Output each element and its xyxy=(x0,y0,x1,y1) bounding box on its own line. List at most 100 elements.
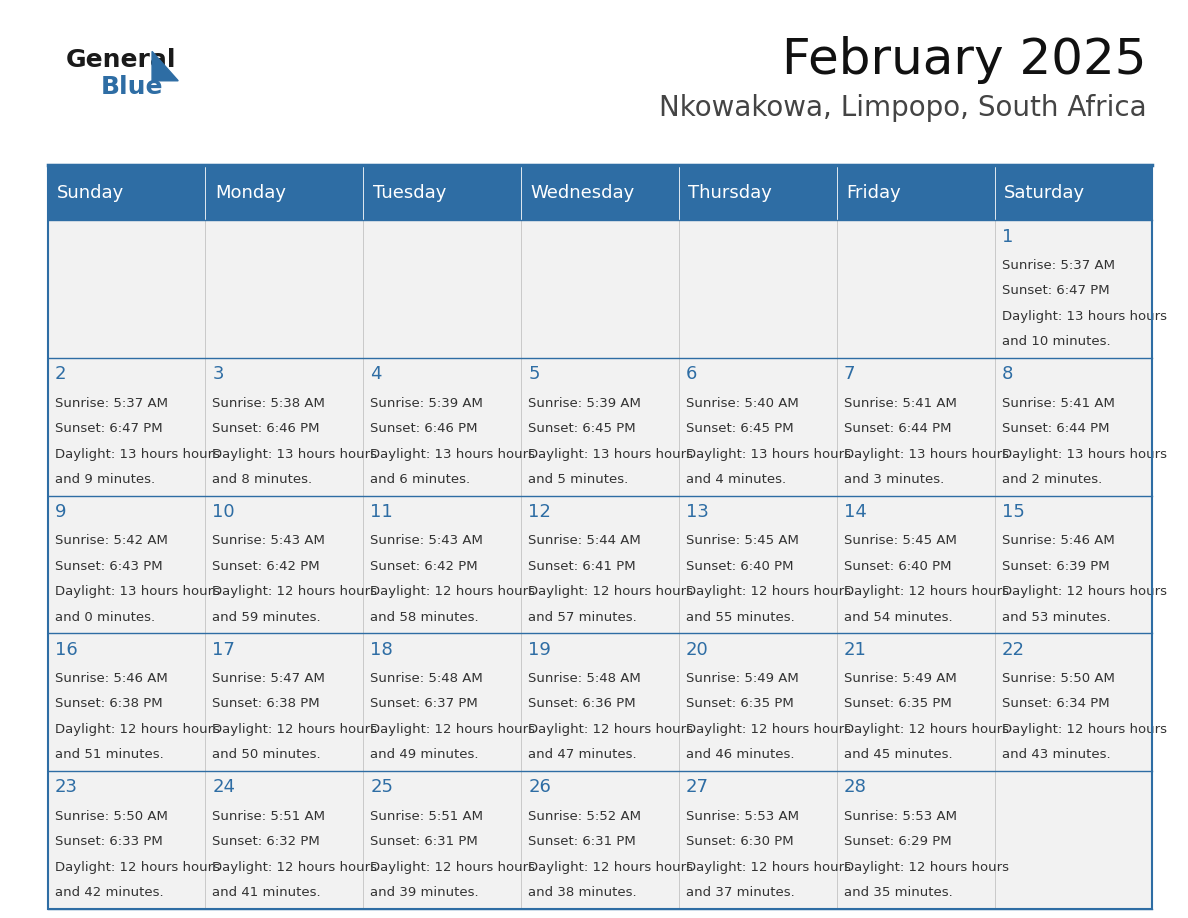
Text: Daylight: 12 hours hours: Daylight: 12 hours hours xyxy=(1001,722,1167,736)
Text: Daylight: 12 hours hours: Daylight: 12 hours hours xyxy=(685,861,851,874)
Text: Sunrise: 5:42 AM: Sunrise: 5:42 AM xyxy=(55,534,168,547)
Text: and 59 minutes.: and 59 minutes. xyxy=(213,610,321,623)
Bar xyxy=(364,771,522,909)
Text: Sunrise: 5:51 AM: Sunrise: 5:51 AM xyxy=(213,810,326,823)
Text: 27: 27 xyxy=(685,778,709,797)
Text: Thursday: Thursday xyxy=(688,184,772,202)
Text: Daylight: 12 hours hours: Daylight: 12 hours hours xyxy=(213,722,378,736)
Bar xyxy=(994,771,1152,909)
Text: Daylight: 12 hours hours: Daylight: 12 hours hours xyxy=(213,586,378,599)
Bar xyxy=(836,165,994,220)
Text: Sunset: 6:36 PM: Sunset: 6:36 PM xyxy=(529,698,636,711)
Bar xyxy=(206,633,364,771)
Bar xyxy=(678,496,836,633)
Text: Daylight: 13 hours hours: Daylight: 13 hours hours xyxy=(1001,310,1167,323)
Bar xyxy=(678,771,836,909)
Text: Daylight: 13 hours hours: Daylight: 13 hours hours xyxy=(371,447,536,461)
Text: Sunrise: 5:49 AM: Sunrise: 5:49 AM xyxy=(685,672,798,685)
Text: Sunset: 6:47 PM: Sunset: 6:47 PM xyxy=(1001,285,1110,297)
Text: and 53 minutes.: and 53 minutes. xyxy=(1001,610,1111,623)
Bar xyxy=(48,165,206,220)
Text: General: General xyxy=(65,48,176,72)
Text: Sunrise: 5:48 AM: Sunrise: 5:48 AM xyxy=(371,672,484,685)
Text: and 39 minutes.: and 39 minutes. xyxy=(371,886,479,899)
Text: Sunset: 6:40 PM: Sunset: 6:40 PM xyxy=(843,560,952,573)
Text: Sunset: 6:41 PM: Sunset: 6:41 PM xyxy=(529,560,636,573)
Text: and 4 minutes.: and 4 minutes. xyxy=(685,473,786,486)
Bar xyxy=(522,220,678,358)
Text: Sunrise: 5:40 AM: Sunrise: 5:40 AM xyxy=(685,397,798,409)
Bar xyxy=(836,220,994,358)
Text: 16: 16 xyxy=(55,641,77,659)
Text: Sunset: 6:29 PM: Sunset: 6:29 PM xyxy=(843,835,952,848)
Text: and 46 minutes.: and 46 minutes. xyxy=(685,748,795,761)
Text: 1: 1 xyxy=(1001,228,1013,246)
Bar xyxy=(678,358,836,496)
Text: Sunset: 6:38 PM: Sunset: 6:38 PM xyxy=(55,698,163,711)
Text: and 35 minutes.: and 35 minutes. xyxy=(843,886,953,899)
Text: Daylight: 12 hours hours: Daylight: 12 hours hours xyxy=(529,586,693,599)
Text: and 42 minutes.: and 42 minutes. xyxy=(55,886,163,899)
Text: Saturday: Saturday xyxy=(1004,184,1085,202)
Text: 11: 11 xyxy=(371,503,393,521)
Text: Sunrise: 5:53 AM: Sunrise: 5:53 AM xyxy=(843,810,956,823)
Bar xyxy=(48,496,206,633)
Text: 4: 4 xyxy=(371,365,381,384)
Text: and 6 minutes.: and 6 minutes. xyxy=(371,473,470,486)
Bar xyxy=(364,165,522,220)
Text: Sunrise: 5:46 AM: Sunrise: 5:46 AM xyxy=(1001,534,1114,547)
Text: 7: 7 xyxy=(843,365,855,384)
Text: and 9 minutes.: and 9 minutes. xyxy=(55,473,154,486)
Text: Sunrise: 5:47 AM: Sunrise: 5:47 AM xyxy=(213,672,326,685)
Bar xyxy=(206,165,364,220)
Bar xyxy=(994,358,1152,496)
Text: Daylight: 12 hours hours: Daylight: 12 hours hours xyxy=(55,722,220,736)
Text: Sunrise: 5:37 AM: Sunrise: 5:37 AM xyxy=(1001,259,1114,272)
Text: Sunset: 6:33 PM: Sunset: 6:33 PM xyxy=(55,835,163,848)
Text: February 2025: February 2025 xyxy=(782,36,1146,84)
Text: Daylight: 12 hours hours: Daylight: 12 hours hours xyxy=(371,586,536,599)
Text: and 58 minutes.: and 58 minutes. xyxy=(371,610,479,623)
Text: Sunrise: 5:41 AM: Sunrise: 5:41 AM xyxy=(1001,397,1114,409)
Text: Sunrise: 5:50 AM: Sunrise: 5:50 AM xyxy=(1001,672,1114,685)
Text: Sunrise: 5:41 AM: Sunrise: 5:41 AM xyxy=(843,397,956,409)
Bar xyxy=(206,496,364,633)
Text: and 49 minutes.: and 49 minutes. xyxy=(371,748,479,761)
Text: and 57 minutes.: and 57 minutes. xyxy=(529,610,637,623)
Text: Sunset: 6:46 PM: Sunset: 6:46 PM xyxy=(371,422,478,435)
Text: Daylight: 13 hours hours: Daylight: 13 hours hours xyxy=(843,447,1009,461)
Bar xyxy=(48,220,206,358)
Text: Sunrise: 5:52 AM: Sunrise: 5:52 AM xyxy=(529,810,642,823)
Text: Monday: Monday xyxy=(215,184,286,202)
Text: Daylight: 12 hours hours: Daylight: 12 hours hours xyxy=(371,722,536,736)
Text: 3: 3 xyxy=(213,365,225,384)
Text: Sunrise: 5:44 AM: Sunrise: 5:44 AM xyxy=(529,534,640,547)
Text: 19: 19 xyxy=(529,641,551,659)
Bar xyxy=(48,165,1152,909)
Bar xyxy=(522,165,678,220)
Text: 5: 5 xyxy=(529,365,539,384)
Text: Daylight: 13 hours hours: Daylight: 13 hours hours xyxy=(529,447,693,461)
Text: and 51 minutes.: and 51 minutes. xyxy=(55,748,164,761)
Text: Sunset: 6:46 PM: Sunset: 6:46 PM xyxy=(213,422,320,435)
Text: Sunset: 6:35 PM: Sunset: 6:35 PM xyxy=(685,698,794,711)
Bar xyxy=(206,771,364,909)
Text: 26: 26 xyxy=(529,778,551,797)
Text: 8: 8 xyxy=(1001,365,1013,384)
Text: 13: 13 xyxy=(685,503,709,521)
Text: 12: 12 xyxy=(529,503,551,521)
Text: 21: 21 xyxy=(843,641,867,659)
Text: and 10 minutes.: and 10 minutes. xyxy=(1001,335,1111,348)
Text: 28: 28 xyxy=(843,778,867,797)
Text: Sunset: 6:35 PM: Sunset: 6:35 PM xyxy=(843,698,952,711)
Text: 24: 24 xyxy=(213,778,235,797)
Text: Sunset: 6:47 PM: Sunset: 6:47 PM xyxy=(55,422,163,435)
Text: and 37 minutes.: and 37 minutes. xyxy=(685,886,795,899)
Text: Daylight: 13 hours hours: Daylight: 13 hours hours xyxy=(685,447,851,461)
Text: 23: 23 xyxy=(55,778,77,797)
Text: Sunrise: 5:39 AM: Sunrise: 5:39 AM xyxy=(529,397,642,409)
Text: Sunset: 6:34 PM: Sunset: 6:34 PM xyxy=(1001,698,1110,711)
Bar xyxy=(522,358,678,496)
Text: Sunset: 6:30 PM: Sunset: 6:30 PM xyxy=(685,835,794,848)
Text: Daylight: 12 hours hours: Daylight: 12 hours hours xyxy=(213,861,378,874)
